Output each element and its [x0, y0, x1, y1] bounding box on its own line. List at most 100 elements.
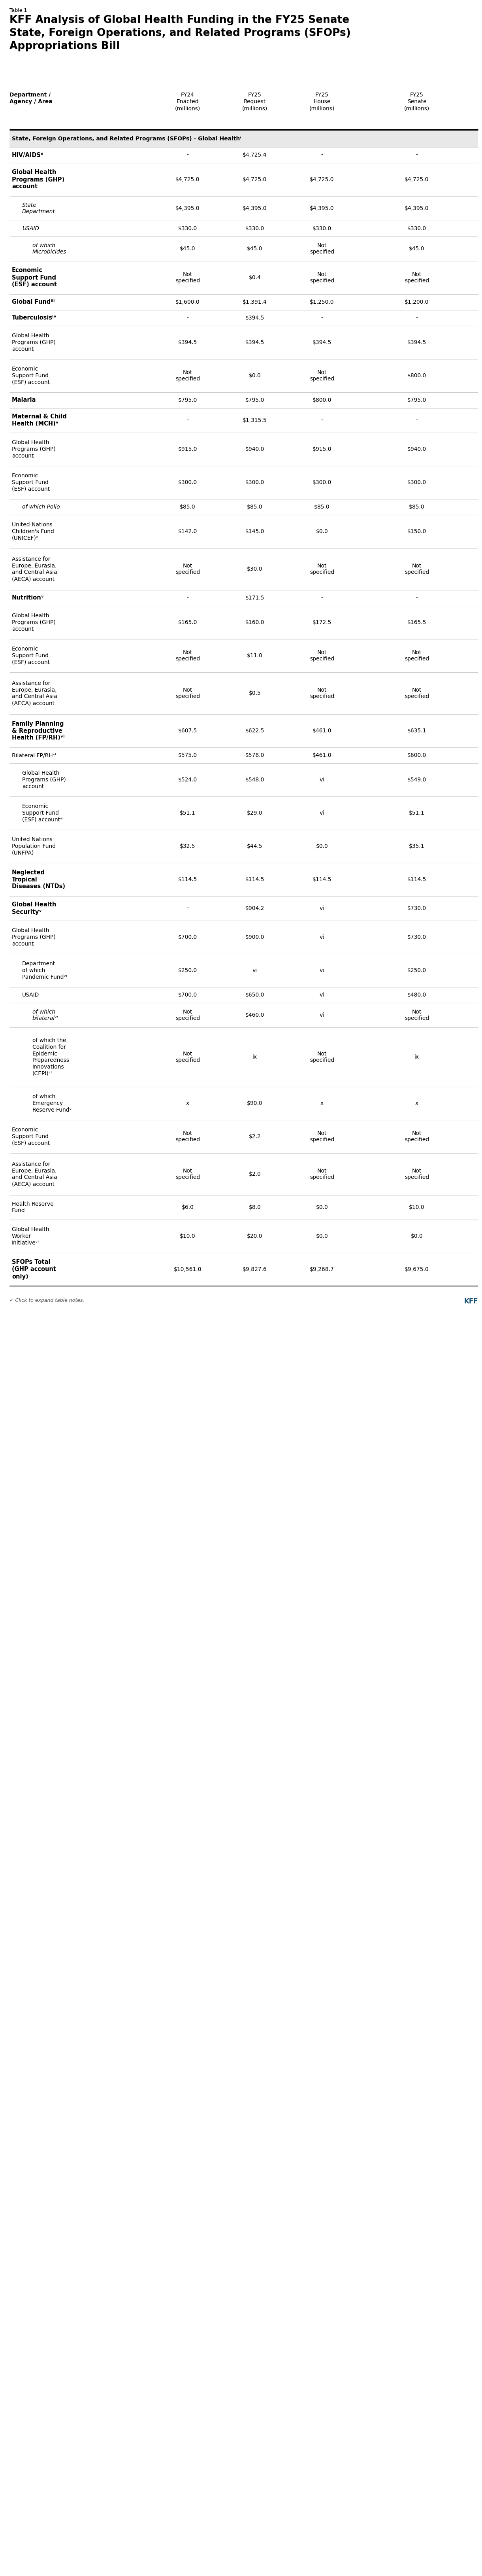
- Text: State, Foreign Operations, and Related Programs (SFOPs) - Global Healthⁱ: State, Foreign Operations, and Related P…: [12, 137, 241, 142]
- Text: Not
specified: Not specified: [404, 1010, 429, 1020]
- Text: $85.0: $85.0: [180, 505, 196, 510]
- Text: of which
bilateralᵛᴵ: of which bilateralᵛᴵ: [32, 1010, 58, 1020]
- Text: vi: vi: [320, 907, 324, 912]
- Text: $6.0: $6.0: [182, 1206, 194, 1211]
- Text: -: -: [187, 417, 188, 422]
- Text: vi: vi: [320, 778, 324, 783]
- Text: $4,725.0: $4,725.0: [310, 178, 334, 183]
- Text: $461.0: $461.0: [312, 729, 332, 734]
- Text: $300.0: $300.0: [312, 479, 332, 484]
- Text: United Nations
Children's Fund
(UNICEF)ᵛ: United Nations Children's Fund (UNICEF)ᵛ: [12, 523, 54, 541]
- Text: $4,725.0: $4,725.0: [175, 178, 200, 183]
- Text: $8.0: $8.0: [249, 1206, 261, 1211]
- Text: Assistance for
Europe, Eurasia,
and Central Asia
(AECA) account: Assistance for Europe, Eurasia, and Cent…: [12, 680, 57, 706]
- Text: $114.5: $114.5: [178, 876, 197, 881]
- Text: $20.0: $20.0: [247, 1234, 263, 1239]
- Text: Not
specified: Not specified: [310, 1167, 335, 1180]
- Text: $10.0: $10.0: [409, 1206, 425, 1211]
- Text: $4,395.0: $4,395.0: [405, 206, 429, 211]
- Text: $915.0: $915.0: [312, 446, 332, 451]
- Text: ✓ Click to expand table notes.: ✓ Click to expand table notes.: [10, 1298, 84, 1303]
- Text: $700.0: $700.0: [178, 992, 197, 997]
- Text: $330.0: $330.0: [178, 227, 197, 232]
- Text: KFF Analysis of Global Health Funding in the FY25 Senate
State, Foreign Operatio: KFF Analysis of Global Health Funding in…: [10, 15, 351, 52]
- Text: $575.0: $575.0: [178, 752, 197, 757]
- Text: vi: vi: [320, 1012, 324, 1018]
- Text: $800.0: $800.0: [407, 374, 427, 379]
- Text: Global Health
Programs (GHP)
account: Global Health Programs (GHP) account: [12, 332, 55, 353]
- Text: $300.0: $300.0: [178, 479, 197, 484]
- Text: Not
specified: Not specified: [404, 564, 429, 574]
- Text: $730.0: $730.0: [407, 907, 427, 912]
- Text: Not
specified: Not specified: [404, 1131, 429, 1144]
- Text: Not
specified: Not specified: [310, 649, 335, 662]
- Text: Not
specified: Not specified: [404, 649, 429, 662]
- Text: $622.5: $622.5: [245, 729, 265, 734]
- Text: of which
Emergency
Reserve Fundᵛ: of which Emergency Reserve Fundᵛ: [32, 1095, 72, 1113]
- Text: Not
specified: Not specified: [175, 1131, 200, 1144]
- Text: Not
specified: Not specified: [310, 368, 335, 381]
- Text: FY25
House
(millions): FY25 House (millions): [309, 93, 335, 111]
- Text: ix: ix: [415, 1054, 419, 1059]
- Text: of which
Microbicides: of which Microbicides: [32, 242, 67, 255]
- Text: $548.0: $548.0: [245, 778, 265, 783]
- Text: Economic
Support Fund
(ESF) account: Economic Support Fund (ESF) account: [12, 1128, 50, 1146]
- Text: $4,395.0: $4,395.0: [310, 206, 334, 211]
- Text: Not
specified: Not specified: [404, 270, 429, 283]
- Text: $635.1: $635.1: [407, 729, 427, 734]
- Text: Nutritionᵛ: Nutritionᵛ: [12, 595, 44, 600]
- Text: $2.0: $2.0: [249, 1172, 261, 1177]
- Text: Not
specified: Not specified: [175, 564, 200, 574]
- Text: $1,200.0: $1,200.0: [405, 299, 429, 304]
- Text: $114.5: $114.5: [312, 876, 332, 881]
- Text: Global Health
Programs (GHP)
account: Global Health Programs (GHP) account: [12, 170, 65, 191]
- Text: Economic
Support Fund
(ESF) accountᵛᴵ: Economic Support Fund (ESF) accountᵛᴵ: [22, 804, 63, 822]
- Text: $10.0: $10.0: [180, 1234, 196, 1239]
- Text: FY25
Senate
(millions): FY25 Senate (millions): [404, 93, 429, 111]
- Text: HIV/AIDSᴵᴵ: HIV/AIDSᴵᴵ: [12, 152, 44, 157]
- Text: $0.0: $0.0: [411, 1234, 423, 1239]
- Text: $114.5: $114.5: [407, 876, 427, 881]
- Text: Table 1: Table 1: [10, 8, 27, 13]
- Bar: [10, 131, 478, 147]
- Text: vi: vi: [320, 811, 324, 817]
- Text: Global Health
Programs (GHP)
account: Global Health Programs (GHP) account: [22, 770, 66, 788]
- Text: $460.0: $460.0: [245, 1012, 265, 1018]
- Text: $145.0: $145.0: [245, 528, 265, 533]
- Text: $45.0: $45.0: [247, 245, 263, 252]
- Text: -: -: [416, 314, 418, 322]
- Text: $172.5: $172.5: [312, 621, 332, 626]
- Text: $9,827.6: $9,827.6: [242, 1267, 267, 1273]
- Text: x: x: [415, 1100, 418, 1105]
- Text: Global Health
Programs (GHP)
account: Global Health Programs (GHP) account: [12, 613, 55, 631]
- Text: $394.5: $394.5: [245, 314, 265, 322]
- Text: $4,395.0: $4,395.0: [175, 206, 200, 211]
- Text: State
Department: State Department: [22, 204, 55, 214]
- Text: -: -: [321, 314, 323, 322]
- Text: $800.0: $800.0: [312, 397, 332, 402]
- Text: $795.0: $795.0: [178, 397, 197, 402]
- Text: FY25
Request
(millions): FY25 Request (millions): [242, 93, 268, 111]
- Text: $2.2: $2.2: [249, 1133, 261, 1139]
- Text: $330.0: $330.0: [312, 227, 332, 232]
- Text: $300.0: $300.0: [245, 479, 264, 484]
- Text: x: x: [186, 1100, 189, 1105]
- Text: $480.0: $480.0: [407, 992, 427, 997]
- Text: $9,675.0: $9,675.0: [404, 1267, 429, 1273]
- Text: $85.0: $85.0: [409, 505, 425, 510]
- Text: Global Health
Programs (GHP)
account: Global Health Programs (GHP) account: [12, 440, 55, 459]
- Text: $700.0: $700.0: [178, 935, 197, 940]
- Text: $900.0: $900.0: [245, 935, 265, 940]
- Text: $45.0: $45.0: [409, 245, 425, 252]
- Text: Not
specified: Not specified: [175, 368, 200, 381]
- Text: Not
specified: Not specified: [310, 242, 335, 255]
- Text: $330.0: $330.0: [245, 227, 264, 232]
- Text: Maternal & Child
Health (MCH)ᵛ: Maternal & Child Health (MCH)ᵛ: [12, 415, 67, 428]
- Text: $29.0: $29.0: [247, 811, 263, 817]
- Text: $0.0: $0.0: [316, 1234, 328, 1239]
- Text: ix: ix: [253, 1054, 257, 1059]
- Text: $45.0: $45.0: [180, 245, 196, 252]
- Text: $549.0: $549.0: [407, 778, 427, 783]
- Text: $1,600.0: $1,600.0: [175, 299, 200, 304]
- Text: $0.0: $0.0: [316, 528, 328, 533]
